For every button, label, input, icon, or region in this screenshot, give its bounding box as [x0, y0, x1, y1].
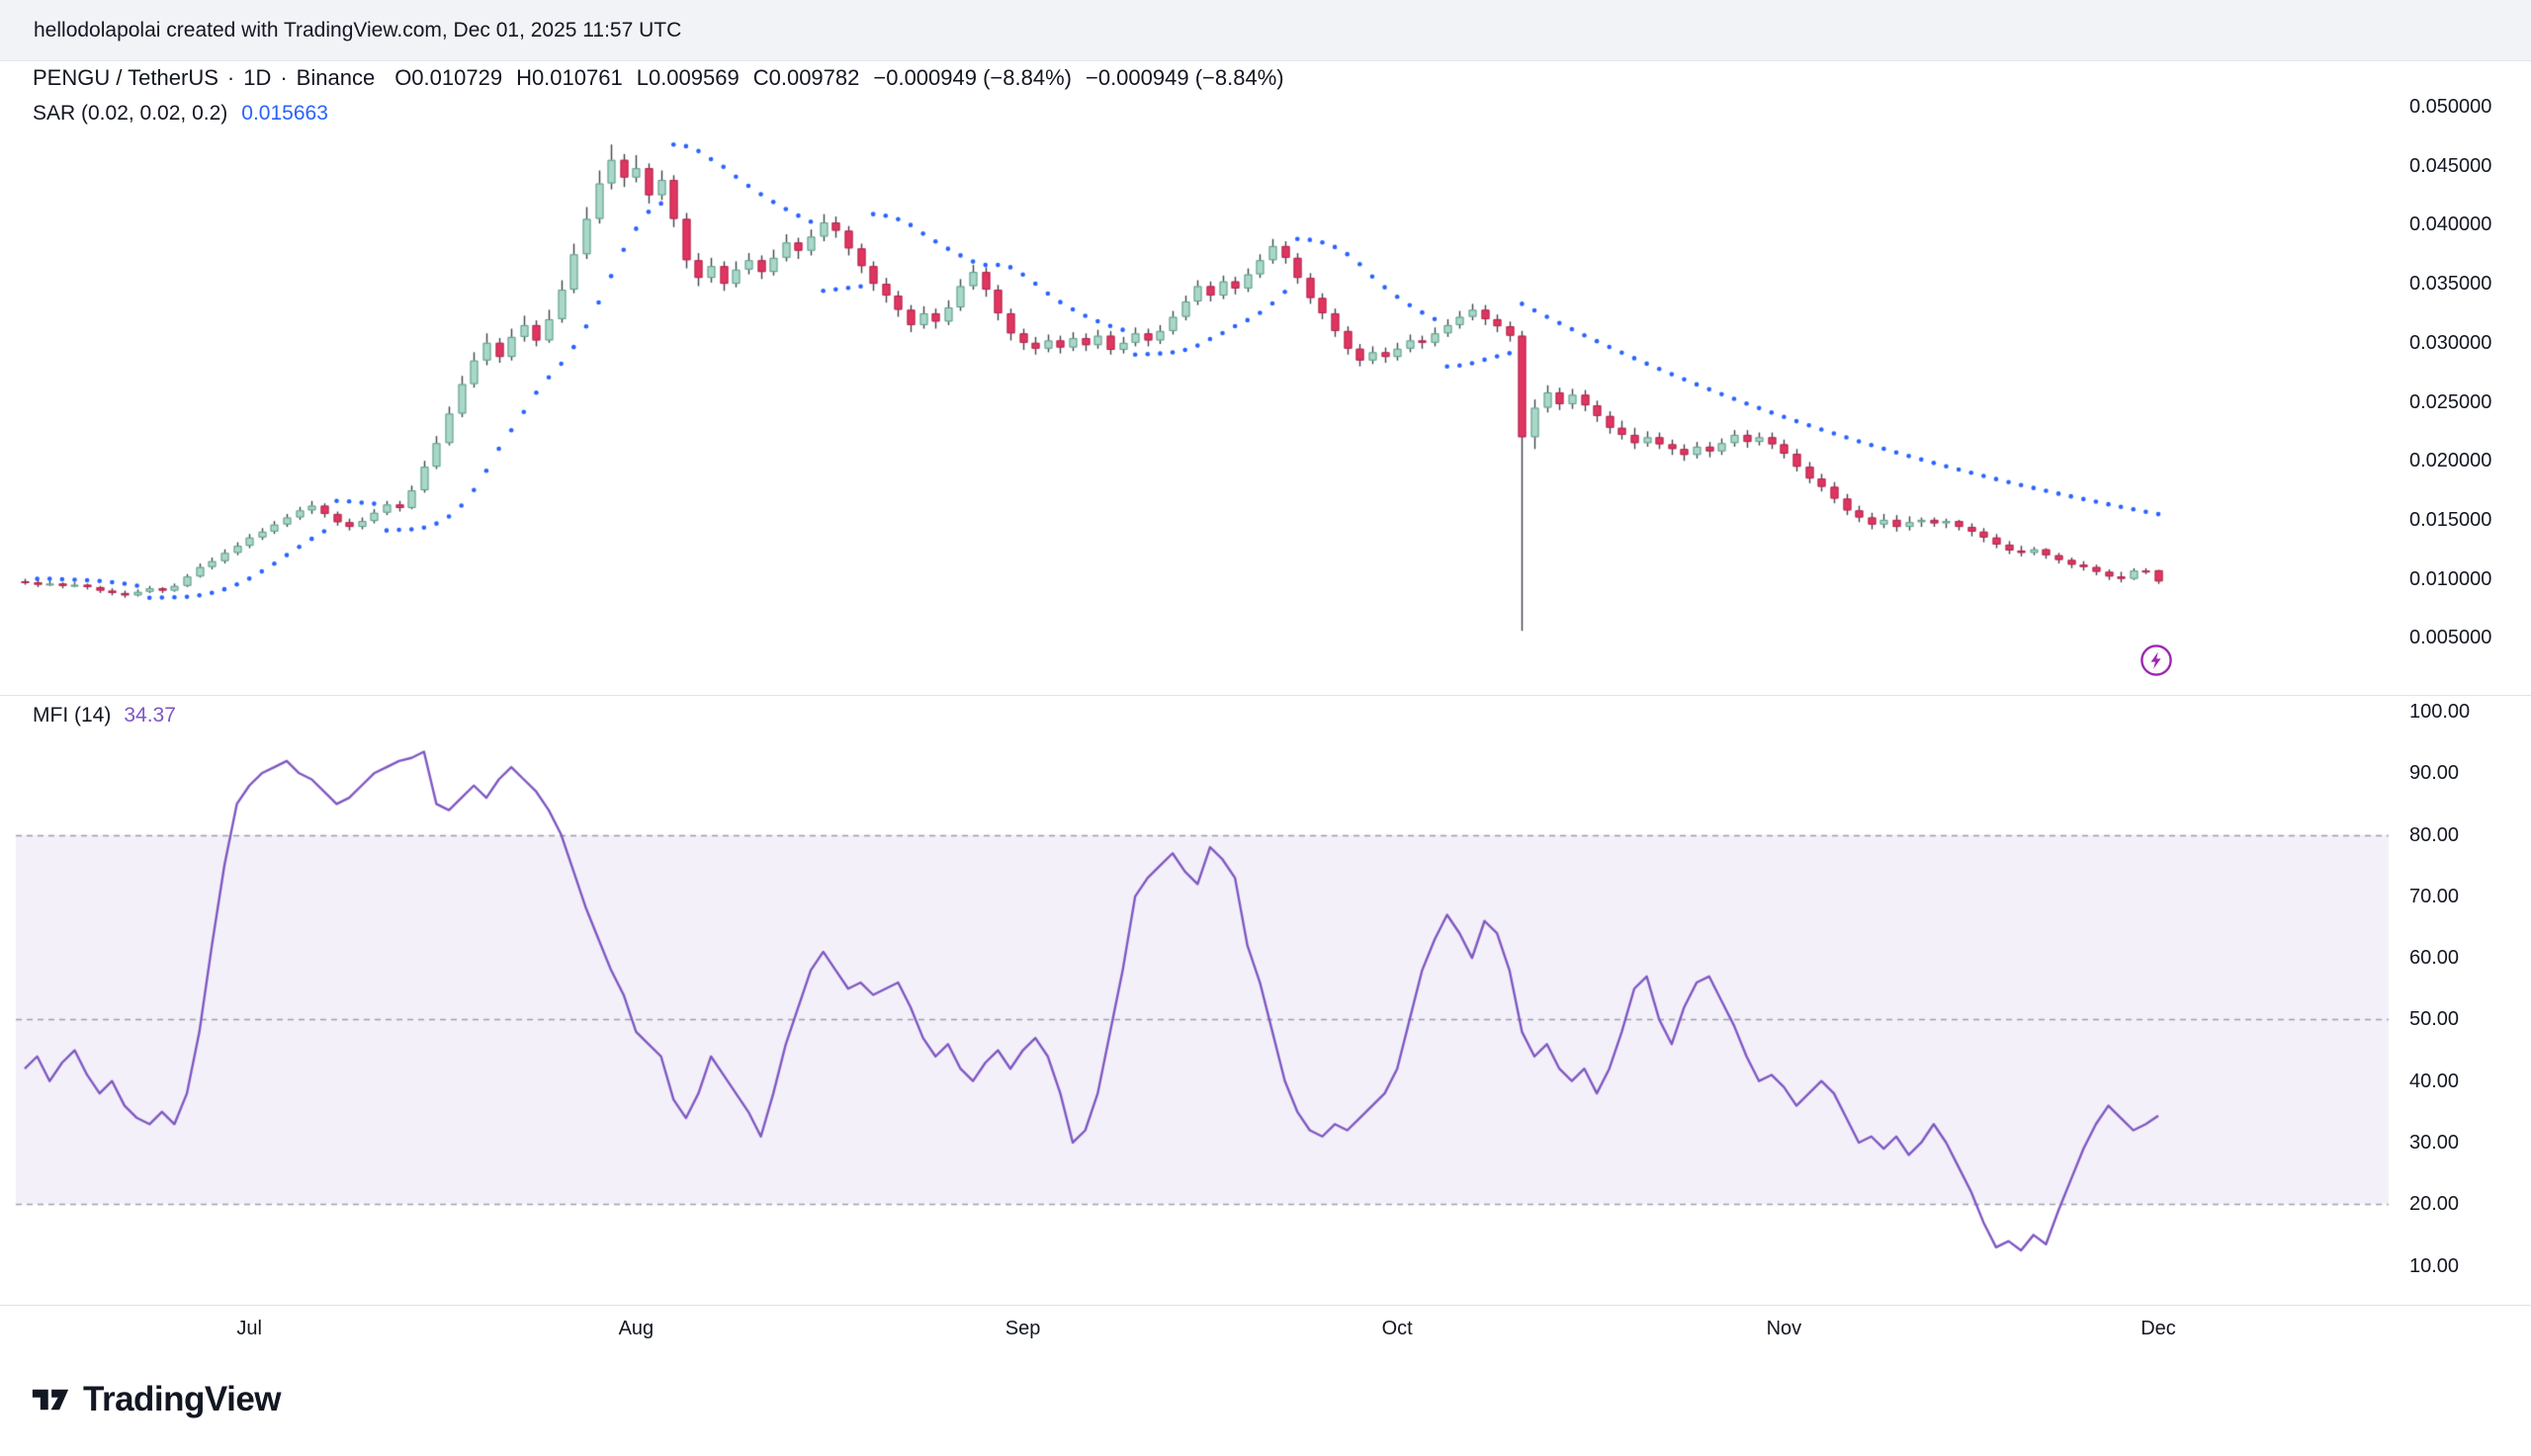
price-axis-label: 0.050000: [2409, 96, 2492, 118]
interval-label: 1D: [243, 65, 272, 90]
sar-indicator-value: 0.015663: [241, 102, 328, 125]
sar-indicator-label: SAR (0.02, 0.02, 0.2): [33, 102, 228, 125]
tradingview-logo[interactable]: TradingView: [30, 1380, 282, 1419]
symbol-title: PENGU / TetherUS: [33, 65, 218, 90]
mfi-axis-label: 10.00: [2409, 1254, 2460, 1277]
price-axis-label: 0.025000: [2409, 390, 2492, 413]
tradingview-logomark-icon: [32, 1389, 69, 1411]
change-percent-value: −0.000949 (−8.84%): [1085, 65, 1284, 90]
price-axis-label: 0.035000: [2409, 273, 2492, 296]
mfi-axis-label: 50.00: [2409, 1008, 2460, 1031]
mfi-axis-label: 60.00: [2409, 947, 2460, 970]
mfi-legend-row[interactable]: MFI (14) 34.37: [33, 704, 176, 728]
price-axis-label: 0.010000: [2409, 567, 2492, 590]
time-axis-label: Jul: [236, 1318, 262, 1339]
price-legend: PENGU / TetherUS · 1D · Binance O0.010729 H0.0…: [33, 65, 1298, 126]
close-value: C0.009782: [752, 65, 860, 90]
separator-dot: ·: [226, 65, 235, 90]
mfi-axis[interactable]: 100.00 90.00 80.00 70.00 60.00 50.00 40.00 30.0…: [2409, 0, 2531, 1456]
flash-icon[interactable]: [2138, 642, 2175, 679]
open-value: O0.010729: [394, 65, 503, 90]
low-value: L0.009569: [636, 65, 740, 90]
price-axis-label: 0.005000: [2409, 627, 2492, 649]
high-value: H0.010761: [516, 65, 623, 90]
price-axis-label: 0.040000: [2409, 214, 2492, 236]
change-value: −0.000949 (−8.84%): [873, 65, 1072, 90]
time-axis-label: Aug: [618, 1318, 655, 1339]
price-axis[interactable]: 0.050000 0.045000 0.040000 0.035000 0.030000…: [2409, 0, 2531, 1456]
mfi-axis-label: 100.00: [2409, 701, 2471, 723]
price-axis-label: 0.020000: [2409, 450, 2492, 472]
symbol-legend-row[interactable]: PENGU / TetherUS · 1D · Binance O0.010729 H0.0…: [33, 65, 1298, 91]
mfi-axis-label: 30.00: [2409, 1131, 2460, 1154]
time-axis-label: Nov: [1766, 1318, 1802, 1339]
mfi-axis-label: 70.00: [2409, 885, 2460, 907]
time-axis-label: Oct: [1381, 1318, 1413, 1339]
panel-separator[interactable]: [0, 695, 2531, 696]
footer: TradingView: [0, 1356, 2531, 1456]
time-axis-separator: [0, 1305, 2531, 1306]
sar-legend-row[interactable]: SAR (0.02, 0.02, 0.2) 0.015663: [33, 102, 1298, 126]
time-axis-label: Dec: [2140, 1318, 2176, 1339]
ohlc-values: O0.010729 H0.010761 L0.009569 C0.009782 −0.0…: [394, 65, 1297, 90]
mfi-axis-label: 80.00: [2409, 823, 2460, 846]
mfi-indicator-value: 34.37: [124, 704, 176, 727]
price-axis-label: 0.030000: [2409, 331, 2492, 354]
time-axis-label: Sep: [1004, 1318, 1041, 1339]
tradingview-logo-text: TradingView: [83, 1380, 282, 1418]
price-axis-label: 0.045000: [2409, 154, 2492, 177]
mfi-axis-label: 90.00: [2409, 762, 2460, 785]
mfi-axis-label: 20.00: [2409, 1193, 2460, 1216]
exchange-label: Binance: [296, 65, 376, 90]
price-axis-label: 0.015000: [2409, 508, 2492, 531]
lightning-bolt-icon: [2140, 644, 2172, 676]
separator-dot: ·: [280, 65, 288, 90]
time-axis[interactable]: Jul Aug Sep Oct Nov Dec: [0, 1305, 2531, 1356]
mfi-axis-label: 40.00: [2409, 1070, 2460, 1092]
mfi-indicator-label: MFI (14): [33, 704, 112, 727]
